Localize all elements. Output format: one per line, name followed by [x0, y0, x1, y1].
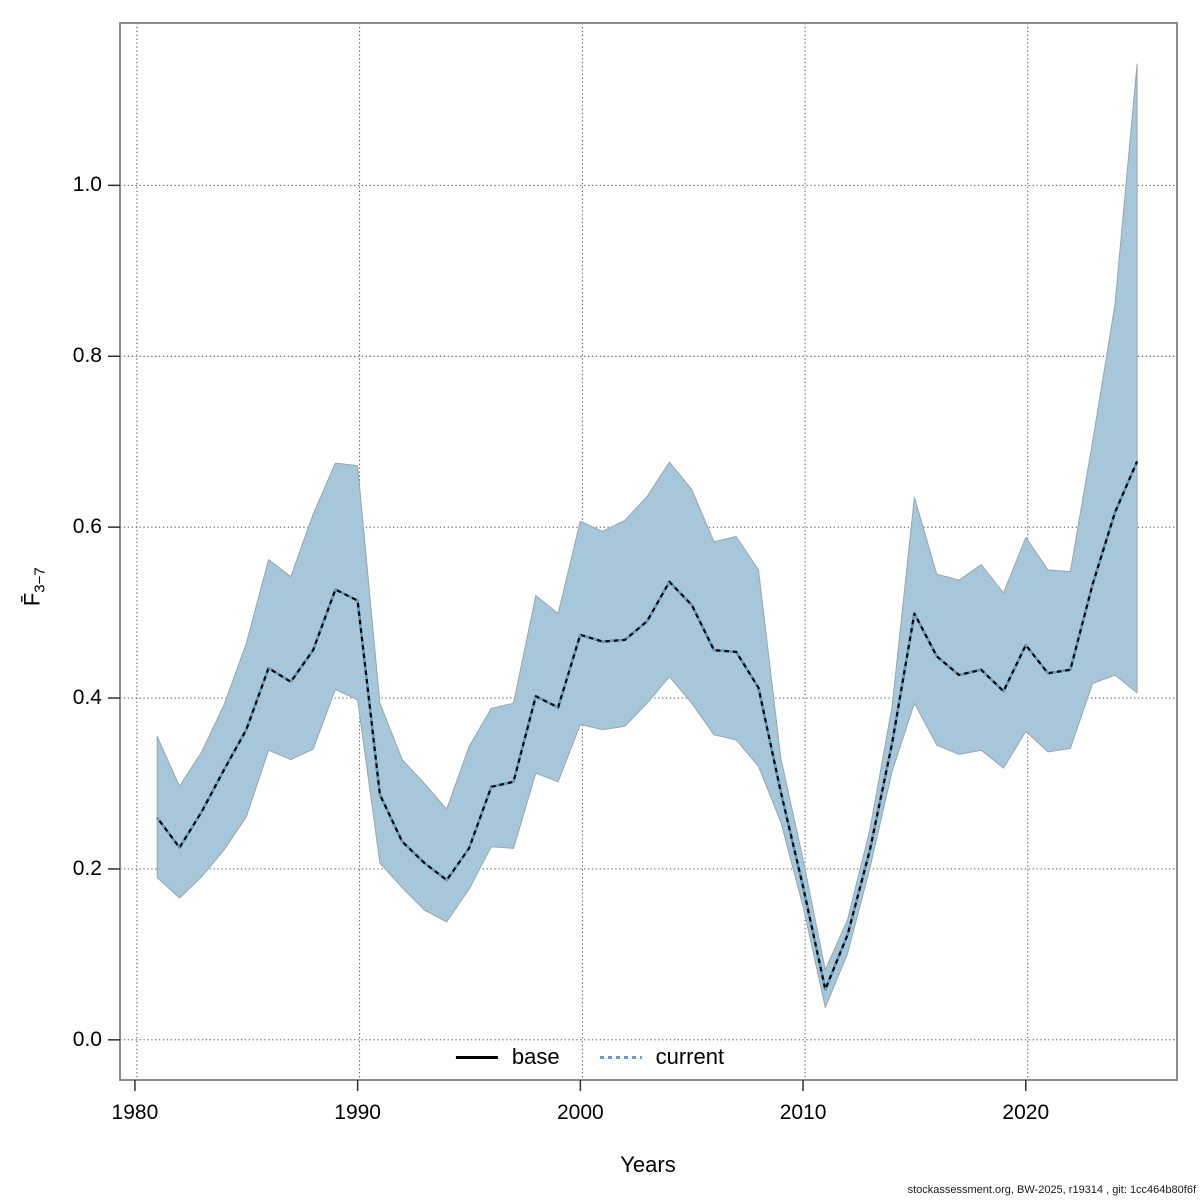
y-tick-label-0.8: 0.8 [72, 344, 102, 368]
confidence-ribbon [156, 63, 1138, 1008]
legend-line-sample-base [455, 1055, 498, 1059]
y-tick-label-0.0: 0.0 [72, 1027, 102, 1051]
legend-label-current: current [655, 1044, 725, 1069]
legend-label-base: base [511, 1044, 560, 1069]
y-tick-label-0.4: 0.4 [72, 686, 102, 710]
y-tick-label-1.0: 1.0 [72, 173, 102, 197]
x-tick-label-1990: 1990 [334, 1101, 381, 1124]
x-axis-title: Years [620, 1152, 676, 1177]
legend: base current [455, 1044, 725, 1070]
legend-line-sample-current [599, 1055, 642, 1059]
y-axis-title-subscript: 3−7 [31, 567, 49, 593]
y-tick-label-0.6: 0.6 [72, 515, 102, 539]
y-tick-label-0.2: 0.2 [72, 856, 102, 880]
current-line [156, 460, 1139, 991]
y-axis-title-main: F̄ [19, 592, 45, 607]
x-tick-label-2000: 2000 [556, 1101, 604, 1124]
plot-border [119, 22, 1178, 1081]
x-tick-label-1980: 1980 [111, 1101, 159, 1124]
x-tick-label-2020: 2020 [1002, 1101, 1050, 1124]
footer-attribution: stockassessment.org, BW-2025, r19314 , g… [907, 1184, 1196, 1196]
x-tick-label-2010: 2010 [779, 1101, 827, 1124]
